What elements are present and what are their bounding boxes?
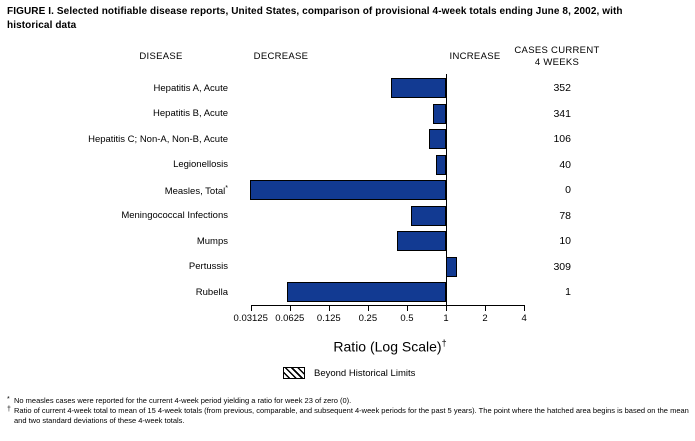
ratio-bar: [432, 103, 446, 124]
row-label: Rubella: [195, 286, 228, 298]
legend-label: Beyond Historical Limits: [314, 368, 416, 379]
x-axis-tick: [406, 305, 408, 311]
footnote-text: No measles cases were reported for the c…: [14, 396, 352, 405]
cases-count: 10: [559, 235, 571, 248]
x-axis-line: [250, 305, 525, 306]
ratio-bar: [411, 205, 446, 226]
x-axis-tick-label: 0.25: [358, 313, 378, 324]
x-axis-tick-label: 0.125: [316, 313, 341, 324]
footnote: † Ratio of current 4-week total to mean o…: [7, 406, 689, 426]
column-header-decrease: DECREASE: [253, 51, 309, 62]
row-label: Hepatitis A, Acute: [153, 82, 228, 94]
footnotes: * No measles cases were reported for the …: [7, 396, 689, 425]
legend-hatched-swatch: [283, 367, 305, 379]
ratio-bar: [249, 180, 446, 201]
x-axis-tick: [328, 305, 330, 311]
figure-title: FIGURE I. Selected notifiable disease re…: [7, 6, 623, 31]
ratio-bar: [287, 282, 446, 303]
ratio-bar: [391, 78, 446, 98]
asterisk-footnote-marker: *: [225, 184, 228, 192]
cases-count: 78: [559, 209, 571, 222]
row-label: Hepatitis B, Acute: [153, 108, 228, 120]
x-axis-tick: [485, 305, 487, 311]
x-axis-tick-label: 0.03125: [233, 313, 268, 324]
footnote-marker: †: [7, 405, 11, 413]
column-header-disease: DISEASE: [139, 51, 183, 62]
x-axis-tick-label: 1: [443, 313, 449, 324]
x-axis-tick: [289, 305, 291, 311]
column-header-cases-line2: 4 WEEKS: [534, 56, 580, 68]
cases-count: 106: [553, 133, 571, 146]
x-axis-tick: [524, 305, 526, 311]
footnote-marker: *: [7, 396, 10, 403]
ratio-bar: [446, 256, 457, 277]
x-axis-tick-label: 0.0625: [275, 313, 305, 324]
column-header-cases-current: CASES CURRENT 4 WEEKS: [507, 45, 607, 69]
x-axis-tick-label: 2: [482, 313, 488, 324]
row-label: Pertussis: [188, 261, 228, 273]
dagger-footnote-marker: †: [441, 338, 447, 348]
cases-count: 309: [553, 260, 571, 273]
ratio-bar: [397, 231, 446, 252]
footnote-text: Ratio of current 4-week total to mean of…: [14, 405, 689, 425]
cases-count: 341: [553, 107, 571, 120]
row-label: Measles, Total*: [164, 184, 228, 197]
ratio-bar: [435, 154, 446, 175]
row-label: Meningococcal Infections: [121, 210, 228, 222]
x-axis-tick: [250, 305, 252, 311]
cases-count: 0: [565, 184, 571, 197]
row-label: Hepatitis C; Non-A, Non-B, Acute: [88, 133, 228, 145]
column-header-cases-line1: CASES CURRENT: [514, 45, 600, 56]
cases-count: 1: [565, 286, 571, 299]
column-header-increase: INCREASE: [449, 51, 501, 62]
cases-count: 40: [559, 158, 571, 171]
x-axis-tick-label: 4: [521, 313, 527, 324]
cases-count: 352: [553, 82, 571, 94]
x-axis-tick: [446, 305, 447, 311]
x-axis-tick: [367, 305, 369, 311]
x-axis-title: Ratio (Log Scale)†: [333, 338, 447, 355]
row-label: Mumps: [196, 235, 228, 247]
ratio-bar: [429, 129, 446, 150]
footnote: * No measles cases were reported for the …: [7, 396, 689, 406]
baseline-ratio-1-axis: [446, 74, 447, 306]
x-axis-tick-label: 0.5: [400, 313, 414, 324]
row-label: Legionellosis: [173, 159, 228, 171]
